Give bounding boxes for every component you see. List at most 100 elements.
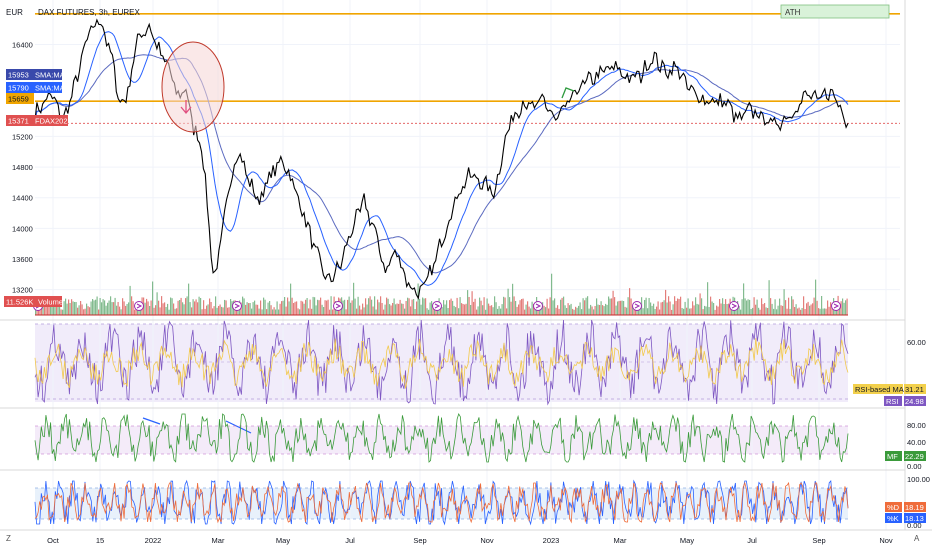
trendline-mf[interactable] — [142, 417, 161, 425]
volume-bar — [845, 300, 847, 315]
volume-bar — [822, 308, 824, 315]
volume-bar — [566, 308, 568, 315]
volume-bar — [665, 289, 667, 315]
volume-bar — [815, 279, 817, 315]
volume-bar — [606, 304, 608, 315]
volume-bar — [839, 304, 841, 315]
event-marker-icon[interactable] — [729, 301, 739, 311]
volume-bar — [825, 308, 827, 315]
volume-bar — [395, 304, 397, 315]
highlight-ellipse[interactable] — [161, 41, 225, 133]
volume-bar — [627, 297, 629, 315]
volume-bar — [692, 301, 694, 315]
up-arrow-icon — [561, 87, 575, 99]
volume-bar — [713, 303, 715, 315]
volume-bar — [167, 303, 169, 315]
volume-bar — [378, 302, 380, 315]
sma-fast-value: 15953 — [8, 71, 29, 80]
volume-bar — [258, 308, 260, 315]
volume-bar — [287, 297, 289, 315]
volume-bar — [105, 305, 107, 315]
volume-bar — [321, 304, 323, 315]
ath-label-box[interactable] — [780, 4, 890, 19]
rsi-value: 24.98 — [905, 397, 924, 406]
volume-bar — [345, 309, 347, 315]
volume-bar — [762, 304, 764, 315]
volume-bar — [722, 298, 724, 315]
volume-bar — [54, 300, 56, 315]
event-marker-icon[interactable] — [632, 301, 642, 311]
volume-bar — [518, 304, 520, 315]
timezone-icon[interactable]: Z — [6, 534, 11, 543]
stoch-d-value: 18.19 — [905, 503, 924, 512]
volume-bar — [704, 305, 706, 315]
event-marker-icon[interactable] — [831, 301, 841, 311]
volume-bar — [312, 296, 314, 315]
volume-bar — [533, 304, 535, 315]
volume-bar — [510, 301, 512, 315]
volume-bar — [152, 281, 154, 315]
volume-bar — [63, 301, 65, 315]
volume-bar — [452, 300, 454, 315]
volume-bar — [803, 296, 805, 315]
stoch-k-value-badge — [904, 513, 926, 523]
rsi-line — [34, 319, 849, 406]
event-marker-icon[interactable] — [432, 301, 442, 311]
volume-bar — [293, 303, 295, 315]
volume-bar — [642, 308, 644, 315]
volume-bar — [122, 298, 124, 315]
mf-tick-80: 80.00 — [907, 421, 926, 430]
volume-bar — [216, 307, 218, 315]
volume-bar — [771, 303, 773, 315]
event-marker-icon[interactable] — [232, 301, 242, 311]
volume-bar — [134, 309, 136, 315]
volume-bar — [816, 300, 818, 315]
volume-bar — [56, 305, 58, 315]
volume-bar — [387, 298, 389, 315]
event-marker-icon[interactable] — [134, 301, 144, 311]
volume-bar — [558, 308, 560, 315]
volume-bar — [750, 309, 752, 315]
volume-bar — [389, 304, 391, 315]
mf-tick-0: 0.00 — [907, 462, 922, 471]
price-tick-label: 14000 — [12, 224, 33, 233]
stoch-k-value: 18.13 — [905, 514, 924, 523]
volume-bar — [297, 308, 299, 315]
stoch-d-value-badge — [904, 502, 926, 512]
volume-bar — [450, 298, 452, 315]
volume-bar — [674, 296, 676, 315]
event-arrow-icon — [434, 303, 441, 309]
time-tick-label: Nov — [480, 536, 494, 545]
volume-bar — [653, 303, 655, 315]
volume-bar — [564, 305, 566, 315]
volume-bar — [678, 299, 680, 315]
event-marker-icon[interactable] — [533, 301, 543, 311]
volume-bar — [497, 308, 499, 315]
event-marker-icon[interactable] — [333, 301, 343, 311]
volume-bar — [51, 303, 53, 315]
volume-bar — [308, 308, 310, 315]
sma-slow-value: 15790 — [8, 84, 29, 93]
volume-bar — [455, 307, 457, 315]
auto-scale-icon[interactable]: A — [914, 534, 920, 543]
volume-bar — [500, 308, 502, 315]
volume-bar — [266, 309, 268, 315]
volume-bar — [746, 300, 748, 315]
volume-bar — [45, 299, 47, 315]
volume-bar — [483, 297, 485, 315]
volume-bar — [423, 298, 425, 315]
volume-text: Volume — [38, 298, 63, 307]
volume-bar — [101, 302, 103, 315]
volume-bar — [44, 304, 46, 315]
volume-bar — [516, 306, 518, 315]
volume-bar — [332, 309, 334, 315]
volume-bar — [693, 305, 695, 315]
volume-bar — [365, 298, 367, 315]
volume-bar — [666, 302, 668, 315]
volume-bar — [245, 304, 247, 315]
volume-bar — [204, 308, 206, 315]
volume-bar — [404, 308, 406, 315]
volume-bar — [485, 309, 487, 315]
symbol-title[interactable]: DAX FUTURES, 3h, EUREX — [38, 8, 140, 17]
volume-bar — [375, 309, 377, 315]
